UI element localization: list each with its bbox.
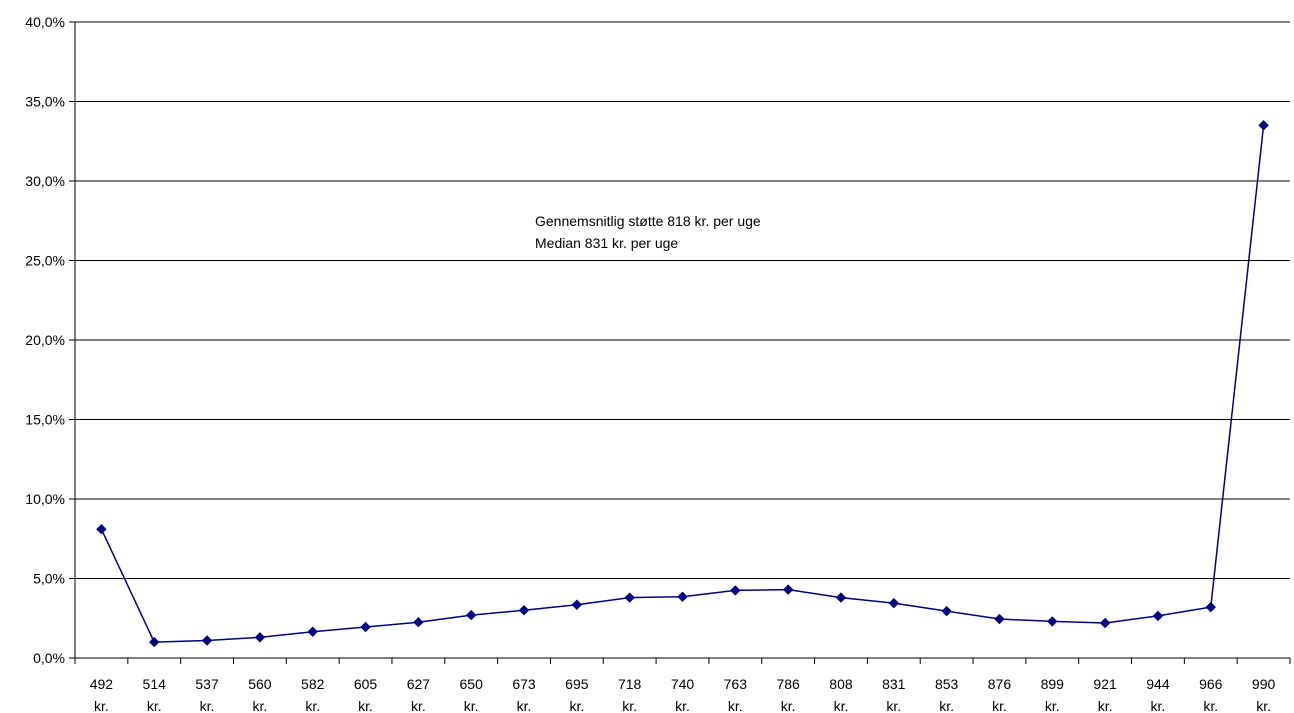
x-tick-label: 673 kr. (512, 676, 536, 713)
data-point (941, 605, 952, 617)
data-point (782, 584, 794, 595)
data-point (624, 592, 635, 603)
gridlines (75, 21, 1290, 579)
x-tick-label: 537 kr. (195, 676, 219, 713)
series-line (100, 125, 1265, 643)
x-tick-label: 763 kr. (724, 676, 748, 713)
x-tick-label: 921 kr. (1093, 676, 1117, 713)
data-point (307, 626, 318, 637)
data-point (1205, 601, 1216, 613)
x-tick-label: 853 kr. (935, 676, 959, 713)
y-tick-label: 5,0% (33, 571, 65, 587)
data-point (677, 591, 688, 602)
x-tick-label: 831 kr. (882, 676, 906, 713)
x-tick-label: 944 kr. (1146, 676, 1170, 713)
x-tick-label: 650 kr. (460, 676, 484, 713)
x-tick-label: 808 kr. (829, 676, 853, 713)
data-point (1099, 617, 1111, 629)
y-axis-ticks: 0,0% 5,0% 10,0% 15,0% 20,0% 25,0% 30,0% 35,0% 40… (25, 14, 75, 666)
x-tick-label: 605 kr. (354, 676, 378, 713)
data-point (730, 585, 741, 596)
y-tick-label: 25,0% (25, 253, 65, 269)
y-tick-label: 30,0% (25, 173, 65, 189)
x-tick-label: 966 kr. (1199, 676, 1223, 713)
y-tick-label: 0,0% (33, 650, 65, 666)
x-tick-label: 560 kr. (248, 676, 272, 713)
data-point (360, 621, 371, 633)
data-point (994, 613, 1005, 625)
x-tick-label: 695 kr. (565, 676, 589, 713)
y-tick-label: 10,0% (25, 491, 65, 507)
x-tick-label: 740 kr. (671, 676, 695, 713)
x-tick-label: 492 kr. (90, 676, 114, 713)
data-point (413, 617, 424, 628)
data-point (1047, 616, 1058, 627)
x-axis-ticks: 492 kr. 514 kr. 537 kr. 560 kr. 582 kr. 605 kr. 627 k… (74, 658, 1291, 713)
series-group (96, 120, 1269, 648)
x-tick-label: 514 kr. (143, 676, 167, 713)
y-tick-label: 35,0% (25, 94, 65, 110)
data-point (888, 597, 900, 609)
data-point (465, 609, 477, 621)
data-point (518, 605, 530, 616)
annotation-box: Gennemsnitlig støtte 818 kr. per uge Med… (535, 210, 761, 254)
y-tick-label: 20,0% (25, 332, 65, 348)
x-tick-label: 990 kr. (1252, 676, 1276, 713)
data-point (149, 636, 160, 648)
annotation-median: Median 831 kr. per uge (535, 235, 679, 251)
x-tick-label: 627 kr. (407, 676, 431, 713)
data-point (254, 632, 266, 643)
data-point (835, 592, 847, 603)
x-tick-label: 786 kr. (776, 676, 800, 713)
x-tick-label: 718 kr. (618, 676, 642, 713)
data-point (1258, 120, 1269, 131)
x-tick-label: 899 kr. (1041, 676, 1065, 713)
y-tick-label: 40,0% (25, 14, 65, 30)
data-point (571, 599, 583, 610)
data-point (1152, 610, 1164, 622)
y-tick-label: 15,0% (25, 412, 65, 428)
x-tick-label: 876 kr. (988, 676, 1012, 713)
data-point (201, 635, 213, 646)
data-point (96, 524, 107, 535)
annotation-mean: Gennemsnitlig støtte 818 kr. per uge (535, 213, 761, 229)
x-tick-label: 582 kr. (301, 676, 325, 713)
